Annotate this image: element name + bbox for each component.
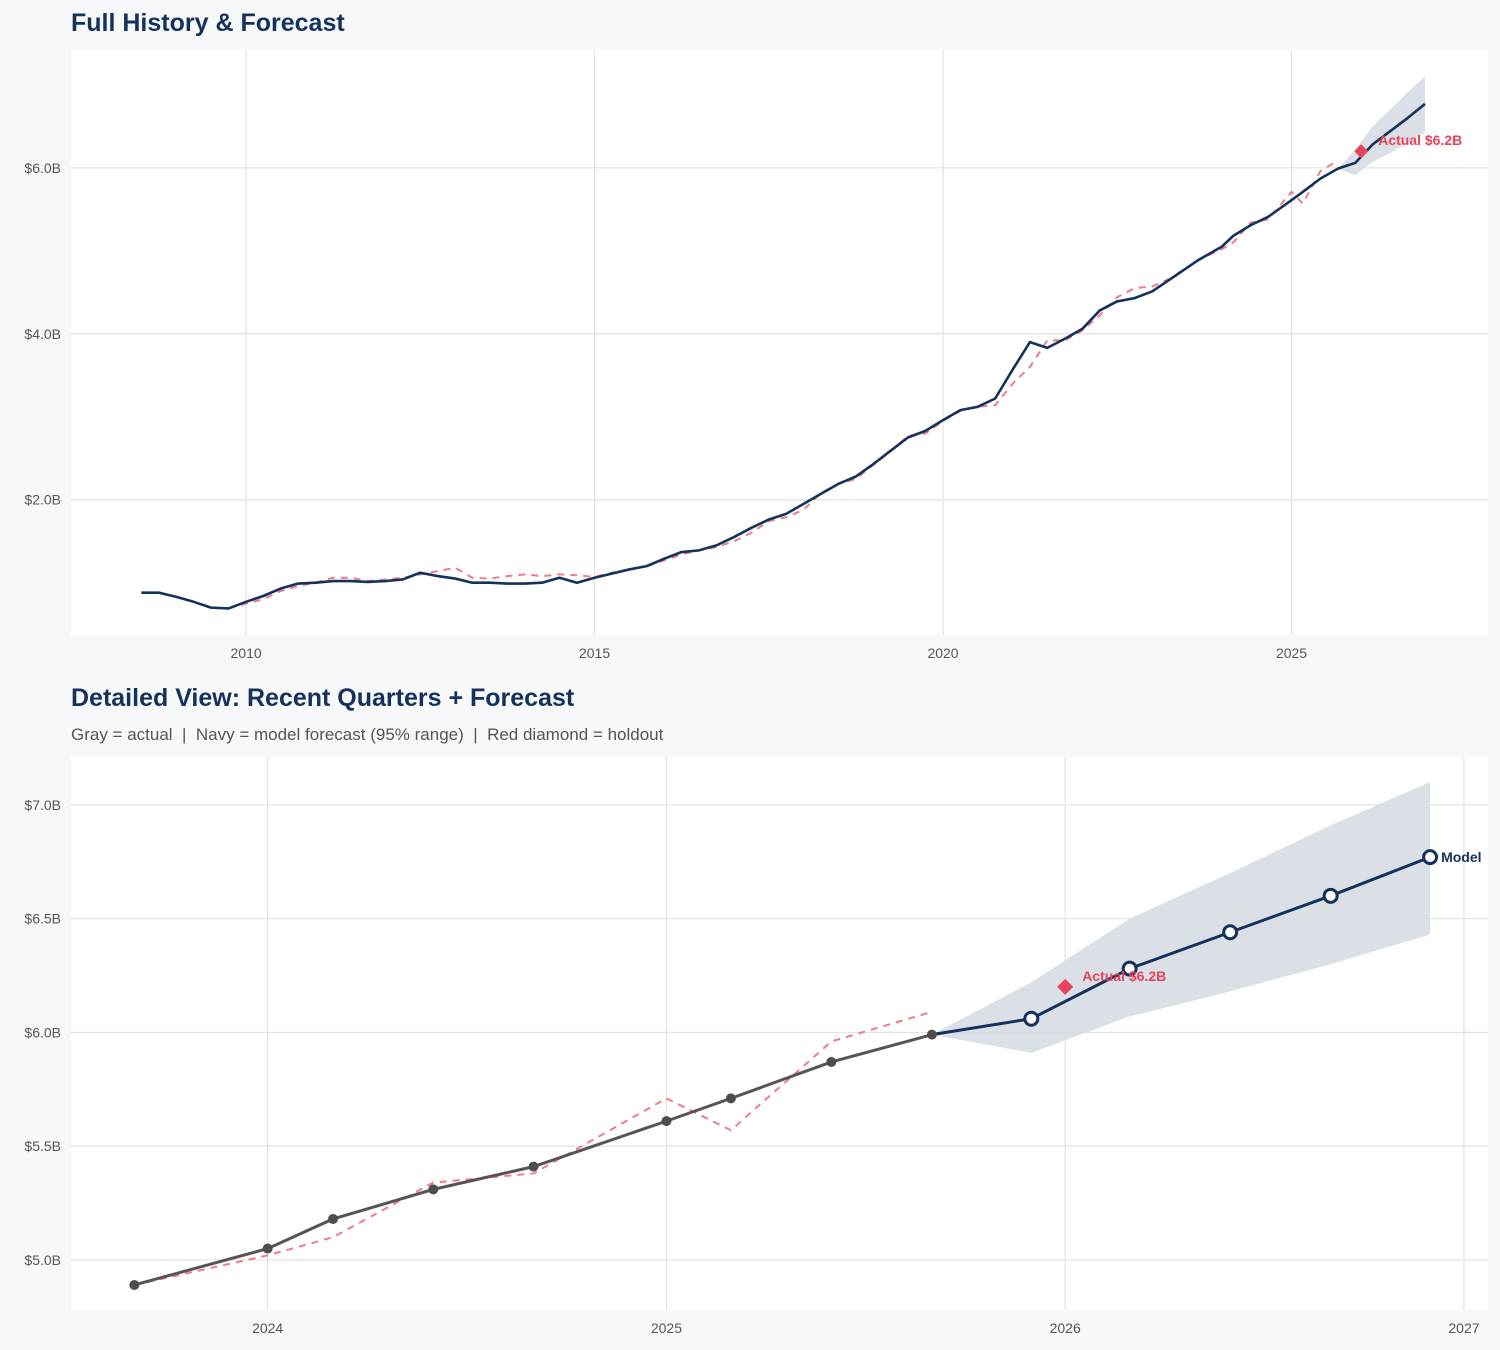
actual-point bbox=[926, 1029, 937, 1040]
forecast-line bbox=[931, 855, 1431, 1037]
y-tick-label: $6.0B bbox=[24, 160, 61, 176]
forecast-point bbox=[1023, 1010, 1040, 1027]
x-tick-label: 2027 bbox=[1448, 1320, 1479, 1336]
holdout-diamond bbox=[1057, 978, 1074, 995]
y-tick-label: $7.0B bbox=[24, 797, 61, 813]
actual-point bbox=[725, 1093, 736, 1104]
x-tick-label: 2025 bbox=[651, 1320, 682, 1336]
actual-point bbox=[129, 1279, 140, 1290]
actual-point bbox=[826, 1056, 837, 1067]
actual-point bbox=[528, 1161, 539, 1172]
y-tick-label: $2.0B bbox=[24, 492, 61, 508]
plot-marks bbox=[129, 782, 1439, 1290]
forecast-point bbox=[1322, 887, 1339, 904]
x-tick-label: 2020 bbox=[927, 645, 958, 661]
plot-panel-detailed-view bbox=[71, 757, 1488, 1310]
actual-point bbox=[428, 1184, 439, 1195]
forecast-point bbox=[1422, 849, 1439, 866]
plot-panel-full-history bbox=[71, 50, 1488, 635]
chart-subtitle-detailed-view: Gray = actual | Navy = model forecast (9… bbox=[71, 725, 664, 744]
y-tick-label: $6.0B bbox=[24, 1024, 61, 1040]
x-tick-label: 2025 bbox=[1276, 645, 1307, 661]
y-tick-label: $5.0B bbox=[24, 1252, 61, 1268]
full-history-chart: $2.0B $4.0B $6.0B 2010 2015 2020 2025 Actual $6… bbox=[24, 50, 1488, 661]
x-tick-label: 2015 bbox=[579, 645, 610, 661]
dashed-series-line bbox=[134, 1010, 933, 1286]
forecast-label: Model bbox=[1441, 849, 1481, 865]
y-tick-label: $6.5B bbox=[24, 911, 61, 927]
actual-point bbox=[262, 1243, 273, 1254]
holdout-diamond bbox=[1354, 144, 1369, 159]
chart-title-full-history: Full History & Forecast bbox=[71, 9, 345, 37]
forecast-point bbox=[1222, 924, 1239, 941]
x-tick-label: 2024 bbox=[252, 1320, 283, 1336]
forecast-point bbox=[1121, 960, 1138, 977]
actual-point bbox=[661, 1116, 672, 1127]
chart-title-detailed-view: Detailed View: Recent Quarters + Forecas… bbox=[71, 684, 575, 712]
forecast-interval-band bbox=[931, 782, 1431, 1053]
x-tick-label: 2010 bbox=[231, 645, 262, 661]
history-forecast-line bbox=[141, 102, 1426, 610]
y-tick-label: $5.5B bbox=[24, 1138, 61, 1154]
holdout-label: Actual $6.2B bbox=[1378, 132, 1462, 148]
detailed-view-chart: $5.0B $5.5B $6.0B $6.5B $7.0B 2024 2025 2026 202… bbox=[24, 757, 1488, 1336]
holdout-label: Actual $6.2B bbox=[1082, 968, 1166, 984]
actual-point bbox=[328, 1213, 339, 1224]
y-tick-label: $4.0B bbox=[24, 326, 61, 342]
x-tick-label: 2026 bbox=[1050, 1320, 1081, 1336]
